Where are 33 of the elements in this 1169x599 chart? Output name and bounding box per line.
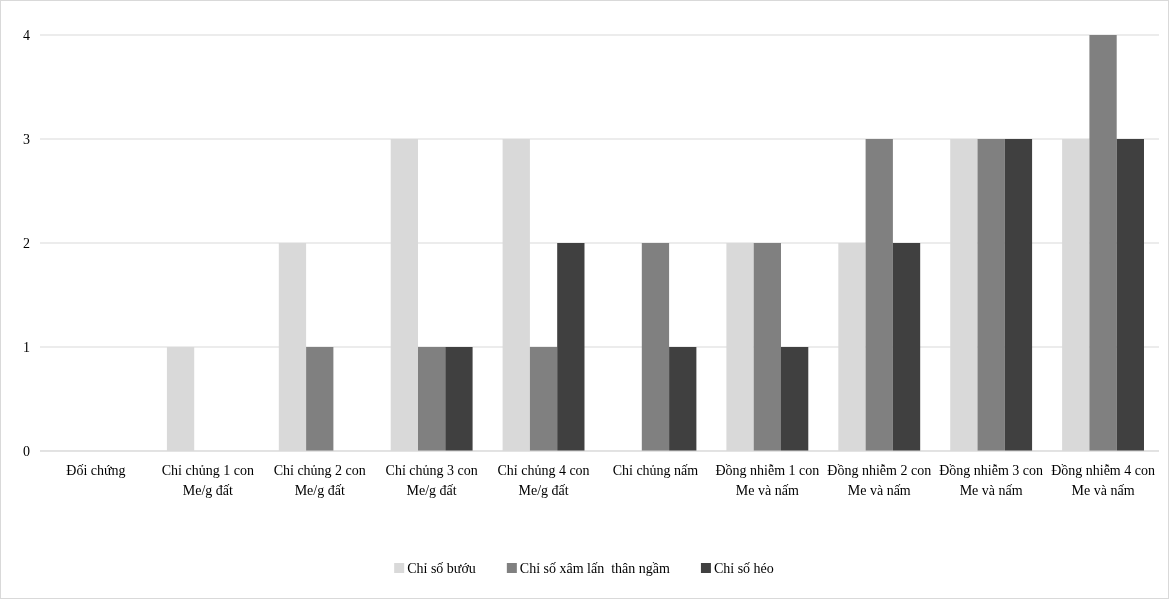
bar — [1089, 35, 1117, 451]
x-tick-label: Đồng nhiễm 3 con Me và nấm — [939, 463, 1044, 498]
x-tick-label: Chỉ chủng 2 con Me/g đất — [273, 463, 366, 498]
bar — [418, 347, 446, 451]
bar — [1116, 139, 1144, 451]
bar — [892, 243, 921, 451]
y-tick-label: 3 — [23, 131, 30, 147]
bar — [977, 139, 1005, 451]
bar — [529, 347, 558, 451]
x-tick-label: Đồng nhiễm 4 con Me và nấm — [1051, 463, 1155, 498]
bar — [557, 243, 585, 451]
legend-label: Chỉ số bướu — [407, 561, 476, 576]
bar — [865, 139, 893, 451]
x-tick-label: Chỉ chủng nấm — [612, 463, 699, 478]
y-tick-label: 4 — [23, 27, 30, 43]
bar — [445, 347, 473, 451]
x-tick-label: Chỉ chủng 1 con Me/g đất — [161, 463, 254, 498]
bar — [641, 243, 670, 451]
legend-label: Chỉ số héo — [713, 561, 774, 576]
bar — [1004, 139, 1033, 451]
bar — [753, 243, 781, 451]
y-tick-label: 1 — [23, 339, 30, 355]
legend-label: Chỉ số xâm lấn thân ngầm — [519, 561, 671, 576]
x-tick-label: Chỉ chủng 4 con Me/g đất — [497, 463, 590, 498]
x-tick-label: Đồng nhiễm 1 con Me và nấm — [715, 463, 820, 498]
y-tick-label: 0 — [23, 443, 30, 459]
bar — [669, 347, 697, 451]
bar — [781, 347, 809, 451]
x-tick-label: Đối chứng — [66, 463, 126, 478]
y-tick-label: 2 — [23, 235, 30, 251]
x-tick-label: Đồng nhiễm 2 con Me và nấm — [827, 463, 932, 498]
bar — [306, 347, 334, 451]
x-tick-label: Chỉ chủng 3 con Me/g đất — [385, 463, 478, 498]
